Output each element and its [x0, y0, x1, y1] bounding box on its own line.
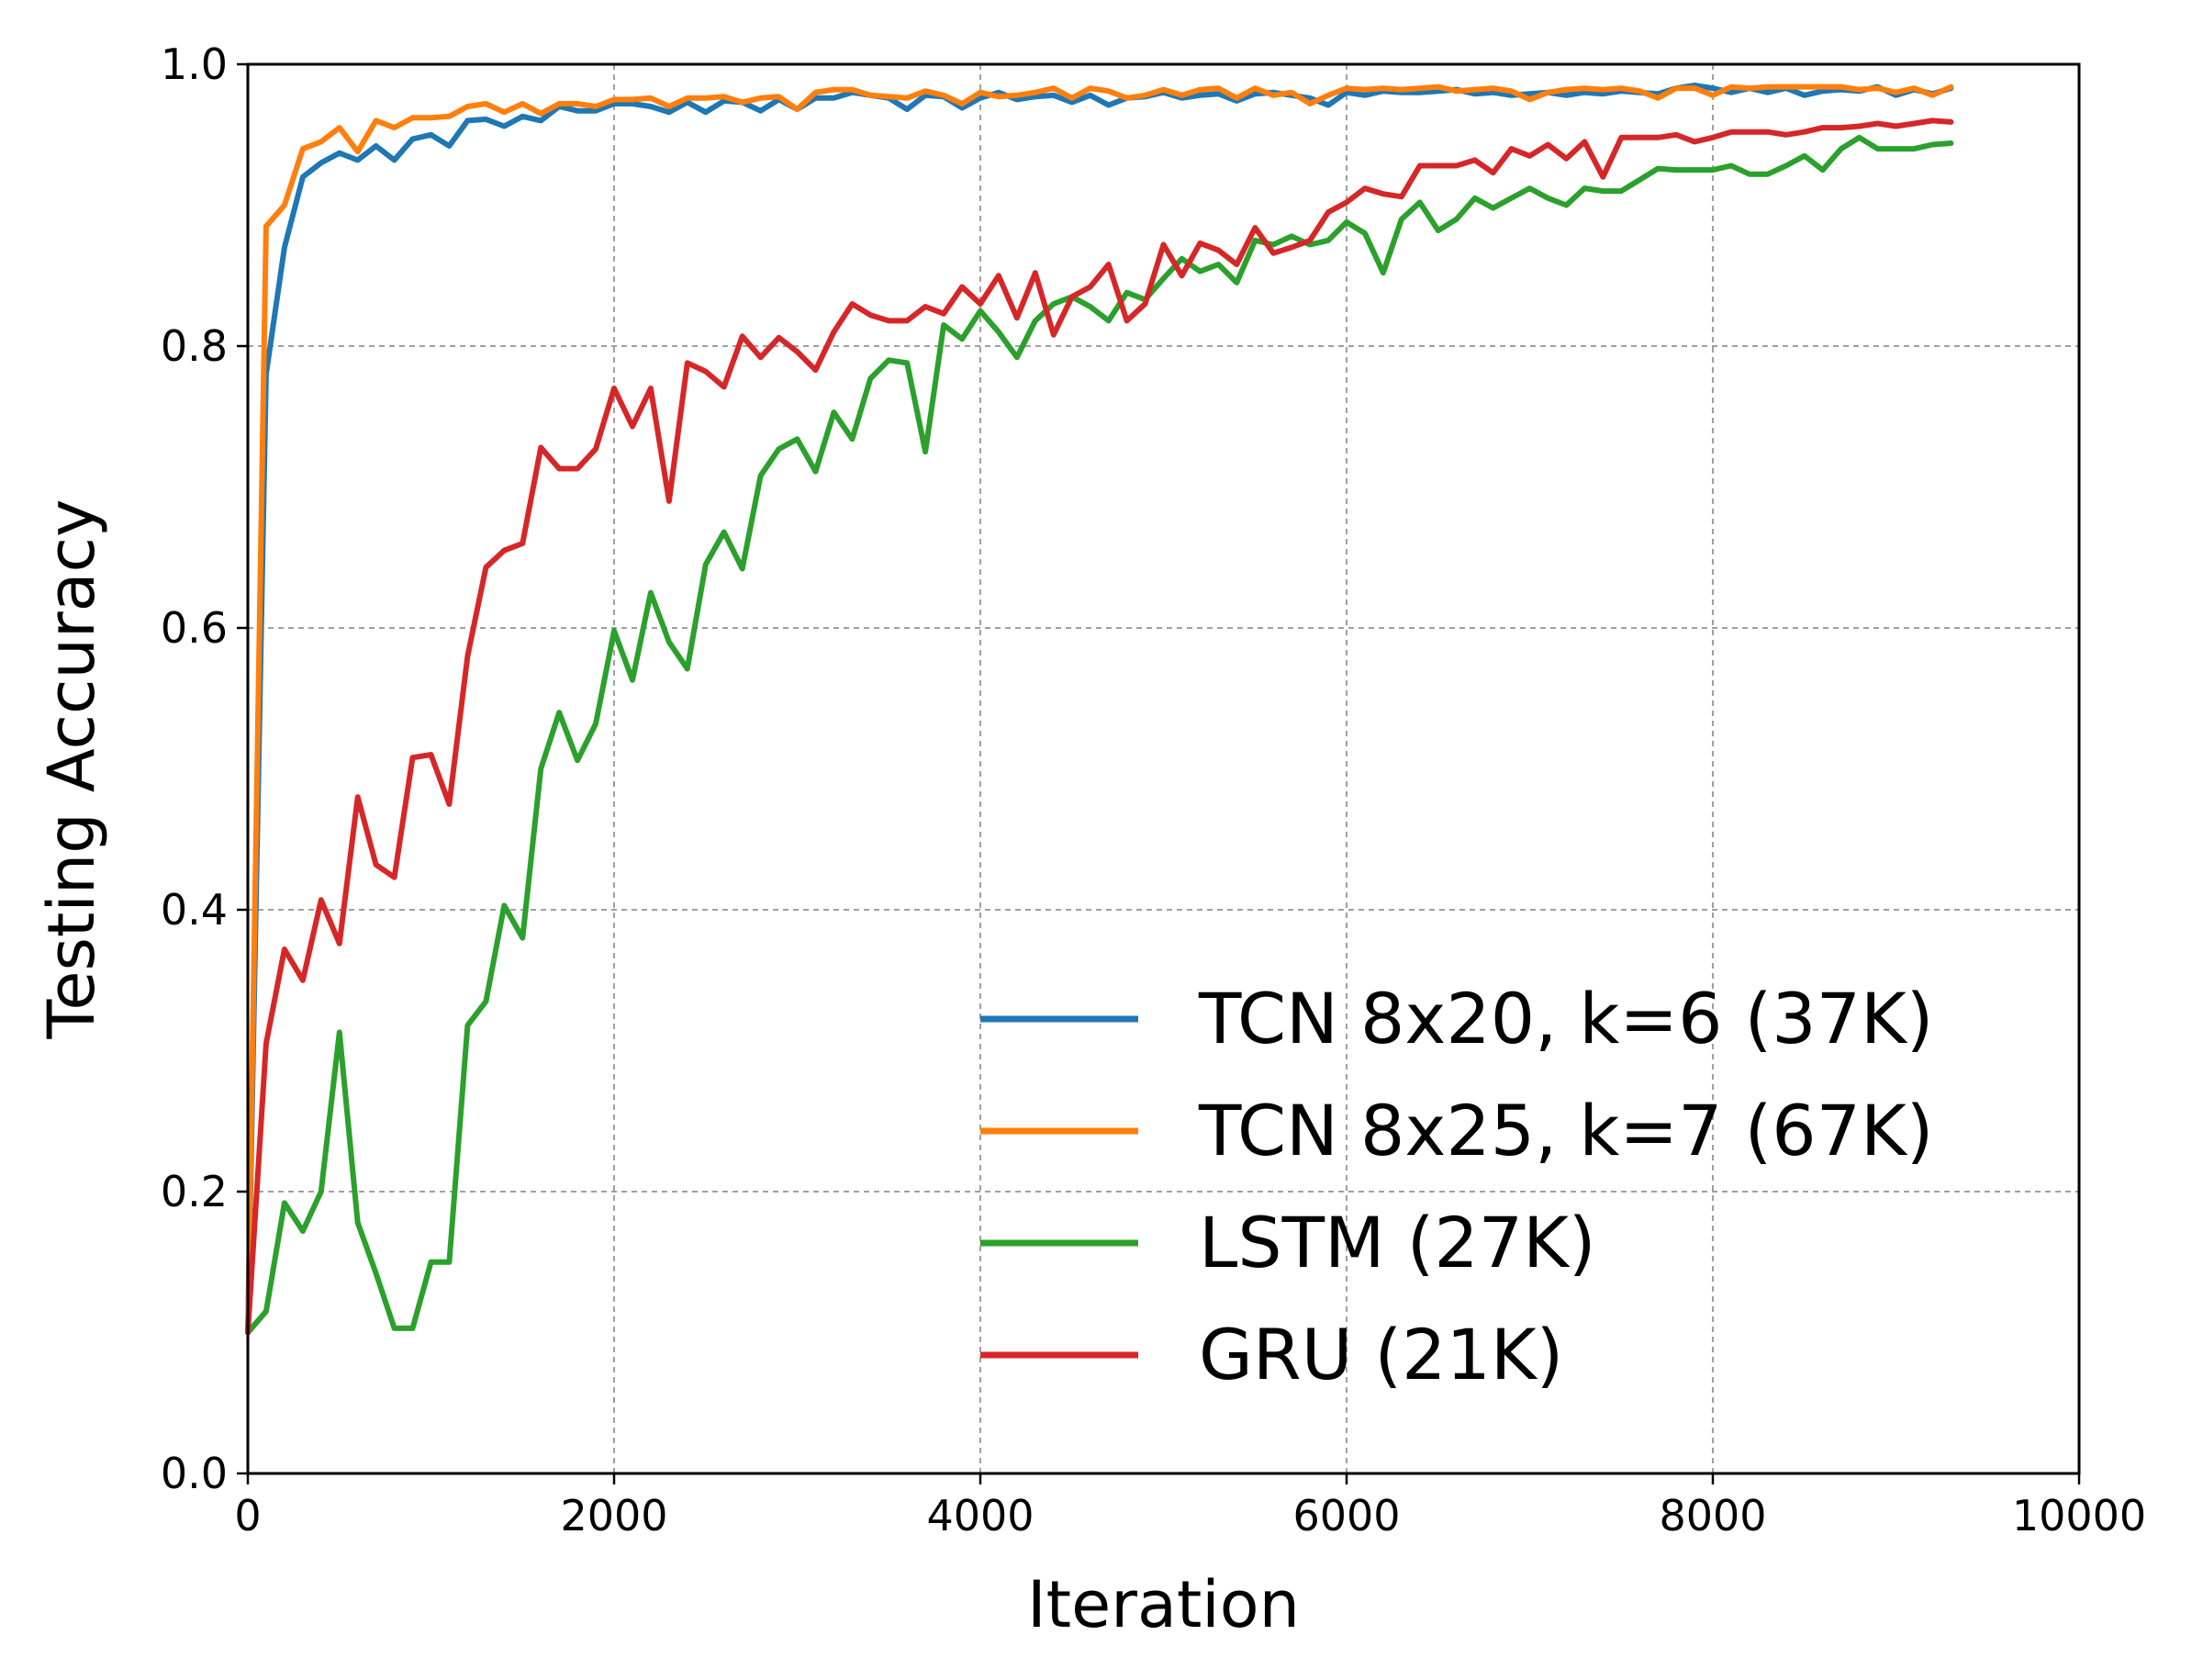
y-axis-label: Testing Accuracy: [34, 499, 109, 1040]
y-tick-label: 0.6: [161, 603, 228, 653]
y-tick-label: 0.4: [161, 885, 228, 935]
x-axis-label: Iteration: [1027, 1567, 1300, 1642]
plot-frame: [246, 62, 2081, 1475]
x-tick-label: 4000: [926, 1491, 1034, 1540]
series-line-2: [245, 84, 1954, 1336]
x-tick-label: 8000: [1659, 1491, 1766, 1540]
legend-label: TCN 8x20, k=6 (37K): [1198, 978, 1933, 1059]
x-tick-label: 6000: [1292, 1491, 1400, 1540]
legend-label: TCN 8x25, k=7 (67K): [1198, 1090, 1933, 1171]
x-tick-label: 0: [234, 1491, 261, 1540]
y-tick-label: 0.2: [161, 1167, 228, 1216]
series-line-4: [245, 118, 1954, 1336]
series-line-3: [245, 134, 1954, 1336]
legend: TCN 8x20, k=6 (37K) TCN 8x25, k=7 (67K) LS…: [980, 978, 1933, 1395]
axis-ticks: 0 2000 4000 6000 8000 10000 0.0 0.2 0.4 0.6 0.8 1.0: [161, 39, 2146, 1540]
series-lines: [245, 83, 1954, 1336]
x-tick-label: 10000: [2012, 1491, 2146, 1540]
y-tick-label: 1.0: [161, 39, 228, 89]
legend-label: LSTM (27K): [1199, 1202, 1596, 1283]
y-tick-label: 0.8: [161, 321, 228, 371]
x-tick-label: 2000: [560, 1491, 667, 1540]
y-tick-label: 0.0: [161, 1449, 228, 1498]
legend-label: GRU (21K): [1199, 1314, 1563, 1395]
